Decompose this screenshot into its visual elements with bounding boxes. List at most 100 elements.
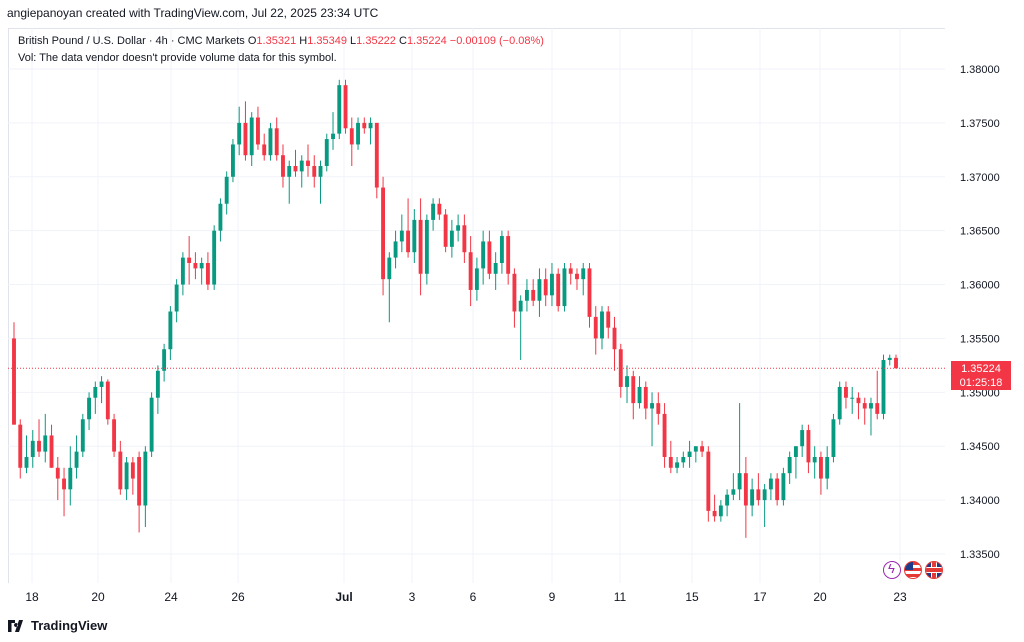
candle-body	[575, 273, 579, 280]
candle-body	[894, 357, 898, 369]
candle-body	[168, 311, 173, 350]
candle-body	[725, 494, 730, 506]
candle-body	[249, 117, 254, 156]
candle-body	[381, 187, 386, 280]
candle-body	[762, 489, 767, 501]
candle-body	[768, 478, 773, 490]
chart-plot-area[interactable]	[8, 28, 945, 583]
candle-body	[218, 203, 223, 231]
x-tick-label: 9	[549, 590, 556, 604]
last-price-value: 1.35224	[961, 363, 1001, 375]
candle-body	[587, 268, 592, 317]
candle-body	[881, 360, 886, 414]
candle-body	[268, 128, 273, 156]
tradingview-footer[interactable]: TradingView	[8, 618, 107, 633]
candle-body	[449, 230, 454, 247]
candle-body	[443, 214, 448, 247]
symbol-label[interactable]: British Pound / U.S. Dollar · 4h · CMC M…	[18, 35, 245, 47]
close-value: 1.35224	[406, 35, 447, 47]
candle-body	[556, 273, 561, 307]
chart-credit: angiepanoyan created with TradingView.co…	[7, 6, 379, 20]
candle-body	[318, 166, 323, 177]
candle-body	[93, 386, 98, 398]
candle-body	[706, 451, 711, 511]
candle-body	[818, 457, 823, 479]
candle-body	[281, 155, 285, 177]
candle-body	[368, 122, 373, 129]
lightning-icon[interactable]	[883, 561, 901, 579]
candle-body	[437, 203, 442, 215]
y-tick-label: 1.36500	[960, 226, 1000, 238]
candle-body	[12, 338, 16, 425]
candle-body	[737, 473, 742, 490]
bar-countdown: 01:25:18	[959, 377, 1003, 389]
candle-body	[487, 241, 492, 274]
candle-body	[693, 446, 698, 452]
us-flag-icon[interactable]	[904, 561, 922, 579]
x-tick-label: Jul	[335, 590, 352, 604]
candle-body	[399, 230, 404, 242]
candle-body	[256, 117, 260, 145]
change-value: −0.00109 (−0.08%)	[449, 35, 544, 47]
candle-body	[287, 166, 292, 177]
candle-body	[312, 166, 317, 177]
candle-body	[668, 457, 673, 468]
candle-body	[112, 419, 117, 452]
uk-flag-icon[interactable]	[925, 561, 943, 579]
candle-body	[887, 357, 892, 360]
candle-body	[675, 462, 680, 468]
candle-body	[625, 376, 629, 387]
candle-body	[687, 451, 692, 457]
open-label: O	[247, 35, 257, 47]
candle-body	[130, 462, 135, 479]
candle-body	[543, 279, 548, 296]
candle-body	[831, 419, 836, 457]
candle-body	[468, 252, 473, 290]
candle-body	[531, 289, 536, 301]
candle-body	[856, 397, 861, 404]
candle-body	[149, 397, 154, 452]
candle-body	[700, 446, 705, 452]
candle-body	[274, 128, 279, 156]
candle-body	[99, 381, 104, 387]
candle-body	[731, 489, 736, 495]
candle-body	[793, 446, 798, 457]
candle-body	[43, 435, 48, 452]
candle-body	[387, 257, 392, 280]
x-tick-label: 15	[685, 590, 699, 604]
candle-body	[162, 349, 167, 371]
candle-body	[299, 160, 304, 172]
y-tick-label: 1.38000	[960, 64, 1000, 76]
candle-body	[137, 457, 142, 506]
candle-body	[718, 505, 723, 517]
candle-body	[600, 311, 604, 339]
x-tick-label: 26	[231, 590, 245, 604]
candle-body	[324, 139, 329, 166]
candle-body	[550, 273, 554, 296]
x-tick-label: 6	[470, 590, 477, 604]
candle-body	[631, 376, 636, 404]
candle-body	[187, 257, 192, 263]
open-value: 1.35321	[256, 35, 297, 47]
chart-legend: British Pound / U.S. Dollar · 4h · CMC M…	[18, 33, 544, 67]
candle-body	[62, 478, 66, 490]
candle-body	[306, 160, 310, 166]
candle-body	[68, 467, 73, 490]
candle-body	[237, 122, 242, 145]
candle-body	[431, 203, 436, 220]
candle-body	[74, 451, 79, 468]
candle-body	[681, 457, 686, 463]
high-value: 1.35349	[307, 35, 347, 47]
candle-body	[493, 263, 498, 274]
candle-body	[787, 457, 792, 474]
candle-body	[637, 386, 642, 404]
candle-body	[418, 219, 423, 274]
tradingview-logo-icon	[8, 619, 23, 632]
candle-body	[337, 85, 342, 134]
volume-note: Vol: The data vendor doesn't provide vol…	[18, 52, 337, 64]
candle-body	[55, 467, 60, 479]
candle-body	[49, 435, 54, 468]
candle-body	[850, 397, 855, 399]
candle-body	[18, 424, 23, 468]
brand-name: TradingView	[31, 618, 108, 633]
